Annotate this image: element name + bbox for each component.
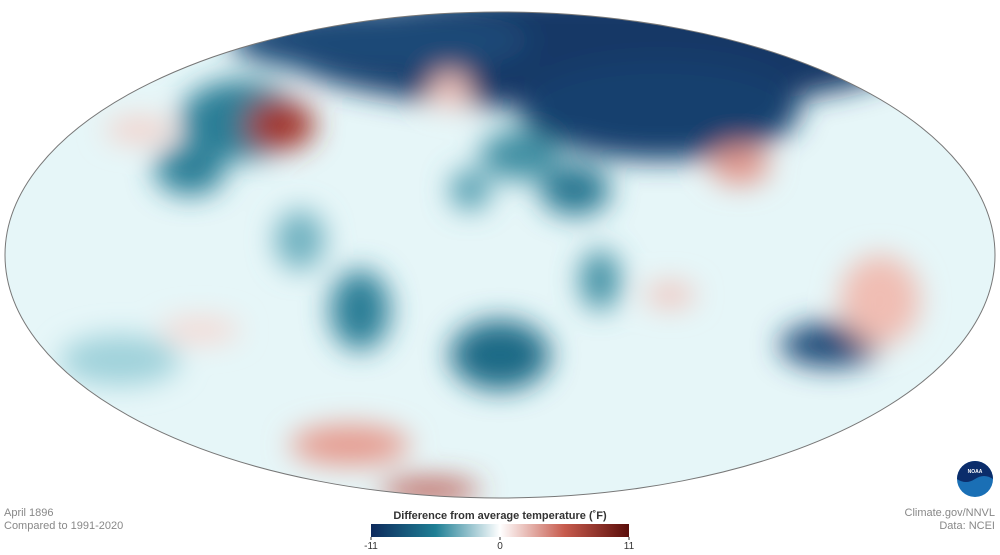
colorbar-ticks: -11 0 11 <box>364 537 635 552</box>
logo-text: NOAA <box>968 469 983 475</box>
date-label: April 1896 <box>4 507 54 519</box>
anomaly-field <box>60 12 920 498</box>
colorbar <box>371 524 629 537</box>
tick-label: -11 <box>364 541 378 552</box>
source-credit: Data: NCEI <box>939 520 995 532</box>
anomaly-map <box>5 12 995 498</box>
legend-title: Difference from average temperature (˚F) <box>393 510 607 522</box>
site-credit: Climate.gov/NNVL <box>905 507 995 519</box>
tick-label: 0 <box>497 541 503 552</box>
baseline-label: Compared to 1991-2020 <box>4 520 123 532</box>
tick-label: 11 <box>624 541 635 552</box>
noaa-logo: NOAA <box>957 461 993 497</box>
globe-outline <box>4 11 996 499</box>
